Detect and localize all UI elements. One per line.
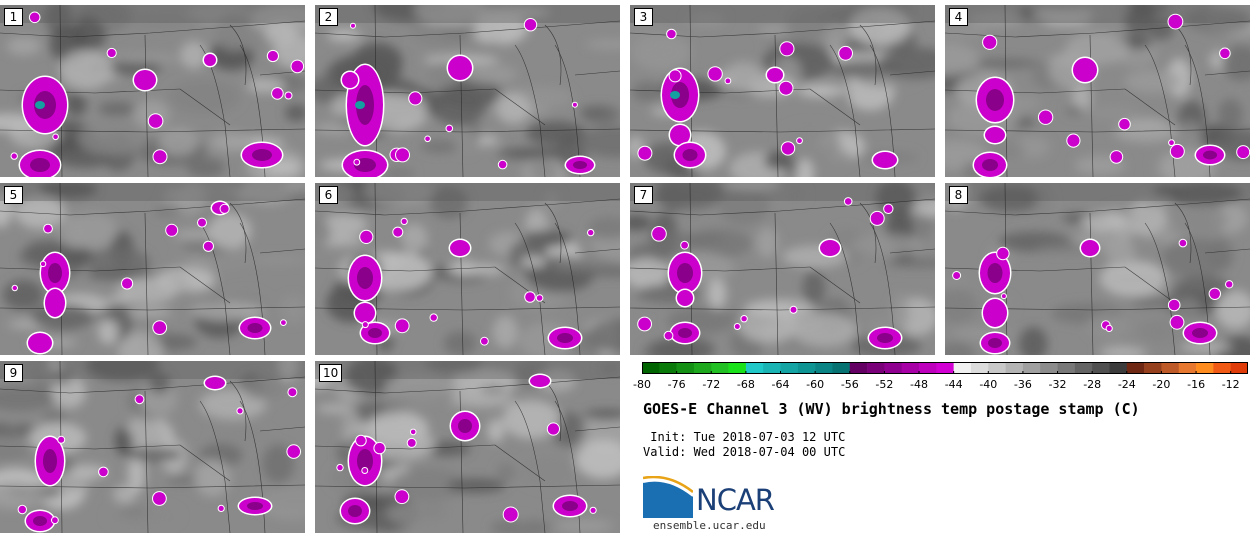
colorbar-bin [901, 362, 920, 374]
colorbar-bin [659, 362, 677, 374]
colorbar-bin [815, 362, 833, 374]
colorbar-bin [970, 362, 989, 374]
water-vapor-map [0, 5, 305, 177]
panel-number-label: 7 [634, 186, 653, 204]
water-vapor-map [630, 183, 935, 355]
panel-number-label: 6 [319, 186, 338, 204]
temperature-colorbar [642, 362, 1248, 374]
colorbar-bin [849, 362, 868, 374]
colorbar-tick-label: -12 [1221, 378, 1240, 391]
colorbar-tick-label: -76 [667, 378, 686, 391]
colorbar-bin [693, 362, 712, 374]
colorbar-bin [884, 362, 903, 374]
colorbar-tick-label: -80 [633, 378, 651, 391]
panel-number-label: 5 [4, 186, 23, 204]
postage-stamp-panel-9: 9 [0, 361, 305, 533]
colorbar-bin [728, 362, 747, 374]
ncar-logo-text: NCAR [696, 483, 775, 517]
colorbar-tick-label: -36 [1013, 378, 1032, 391]
colorbar-tick-label: -56 [840, 378, 859, 391]
panel-number-label: 8 [949, 186, 968, 204]
water-vapor-map [315, 361, 620, 533]
colorbar-bin [1196, 362, 1214, 374]
colorbar-bin [936, 362, 954, 374]
colorbar-tick-label: -20 [1152, 378, 1171, 391]
postage-stamp-panel-8: 8 [945, 183, 1250, 355]
postage-stamp-panel-5: 5 [0, 183, 305, 355]
colorbar-bin [1057, 362, 1076, 374]
valid-time: Valid: Wed 2018-07-04 00 UTC [643, 445, 846, 459]
water-vapor-map [945, 183, 1250, 355]
colorbar-bin [1230, 362, 1248, 374]
colorbar-tick-label: -32 [1048, 378, 1067, 391]
postage-stamp-panel-1: 1 [0, 5, 305, 177]
colorbar-tick-label: -52 [875, 378, 894, 391]
panel-number-label: 9 [4, 364, 23, 382]
colorbar-bin [1074, 362, 1093, 374]
colorbar-bin [797, 362, 816, 374]
postage-stamp-panel-4: 4 [945, 5, 1250, 177]
postage-stamp-panel-10: 10 [315, 361, 620, 533]
colorbar-bin [1092, 362, 1110, 374]
colorbar-bin [832, 362, 851, 374]
water-vapor-map [0, 361, 305, 533]
postage-stamp-panel-6: 6 [315, 183, 620, 355]
colorbar-tick-label: -64 [771, 378, 790, 391]
panel-number-label: 2 [319, 8, 338, 26]
colorbar-bin [919, 362, 937, 374]
colorbar-bin [642, 362, 660, 374]
colorbar-tick-label: -72 [702, 378, 721, 391]
panel-number-label: 10 [319, 364, 343, 382]
postage-stamp-panel-3: 3 [630, 5, 935, 177]
panel-number-label: 1 [4, 8, 23, 26]
colorbar-bin [745, 362, 764, 374]
colorbar-tick-label: -60 [806, 378, 825, 391]
colorbar-bin [1213, 362, 1231, 374]
colorbar-bin [953, 362, 972, 374]
water-vapor-map [315, 5, 620, 177]
colorbar-bin [867, 362, 885, 374]
colorbar-bin [1178, 362, 1197, 374]
colorbar-tick-label: -68 [736, 378, 755, 391]
water-vapor-map [945, 5, 1250, 177]
ensemble-url: ensemble.ucar.edu [653, 519, 766, 532]
colorbar-bin [988, 362, 1006, 374]
colorbar-tick-label: -48 [910, 378, 928, 391]
colorbar-bin [1022, 362, 1041, 374]
colorbar-tick-label: -40 [979, 378, 998, 391]
ncar-logo-icon [643, 476, 693, 518]
colorbar-bin [1109, 362, 1128, 374]
colorbar-bin [1144, 362, 1162, 374]
water-vapor-map [315, 183, 620, 355]
colorbar-bin [676, 362, 695, 374]
postage-stamp-panel-7: 7 [630, 183, 935, 355]
colorbar-bin [1040, 362, 1058, 374]
water-vapor-map [0, 183, 305, 355]
colorbar-bin [1126, 362, 1145, 374]
panel-number-label: 4 [949, 8, 968, 26]
colorbar-bin [711, 362, 729, 374]
colorbar-tick-label: -28 [1083, 378, 1102, 391]
postage-stamp-panel-2: 2 [315, 5, 620, 177]
colorbar-bin [780, 362, 799, 374]
colorbar-tick-label: -24 [1117, 378, 1136, 391]
panel-number-label: 3 [634, 8, 653, 26]
colorbar-tick-label: -44 [944, 378, 963, 391]
water-vapor-map [630, 5, 935, 177]
colorbar-bin [1005, 362, 1024, 374]
init-time: Init: Tue 2018-07-03 12 UTC [643, 430, 846, 444]
colorbar-bin [763, 362, 781, 374]
colorbar-bin [1161, 362, 1180, 374]
colorbar-tick-label: -16 [1187, 378, 1206, 391]
chart-title: GOES-E Channel 3 (WV) brightness temp po… [643, 400, 1140, 418]
